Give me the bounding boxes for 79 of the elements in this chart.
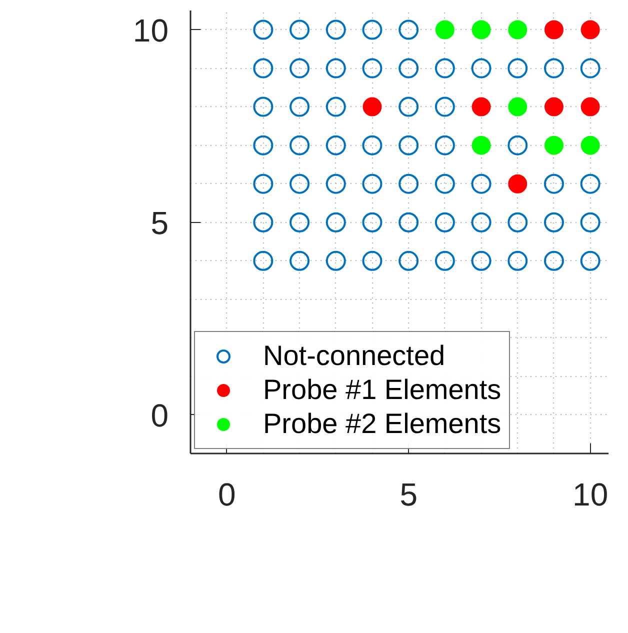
point: [290, 135, 310, 156]
y-tick-label: 0: [150, 397, 168, 434]
point: [544, 58, 564, 78]
y-tick-label: 5: [150, 204, 168, 241]
point: [434, 58, 455, 78]
point: [362, 20, 382, 40]
point: [253, 58, 274, 78]
point: [544, 136, 564, 155]
point: [362, 212, 382, 232]
point: [544, 20, 564, 40]
point: [362, 97, 382, 116]
point: [362, 174, 382, 194]
y-tick-label: 10: [132, 12, 168, 48]
point: [362, 250, 382, 271]
point: [508, 58, 528, 78]
point: [253, 250, 274, 271]
point: [544, 212, 564, 232]
point: [398, 135, 419, 156]
point: [290, 212, 310, 232]
point: [472, 136, 491, 155]
point: [508, 20, 528, 40]
point: [580, 136, 600, 155]
point: [580, 58, 600, 78]
point: [326, 20, 346, 40]
point: [326, 135, 346, 156]
point: [326, 250, 346, 271]
point: [471, 212, 492, 232]
point: [434, 212, 455, 232]
point: [398, 174, 419, 194]
point: [326, 58, 346, 78]
point: [398, 212, 419, 232]
point: [398, 58, 419, 78]
point: [434, 174, 455, 194]
point: [253, 20, 274, 40]
x-tick-label: 5: [400, 476, 418, 512]
point: [580, 97, 600, 116]
x-tick-label: 0: [218, 476, 236, 512]
point: [290, 58, 310, 78]
point: [544, 250, 564, 271]
point: [580, 250, 600, 271]
point: [253, 212, 274, 232]
point: [580, 20, 600, 40]
point: [326, 174, 346, 194]
point: [326, 212, 346, 232]
point: [290, 250, 310, 271]
point: [398, 96, 419, 117]
point: [472, 97, 491, 116]
point: [508, 135, 528, 156]
point: [544, 174, 564, 194]
point: [398, 250, 419, 271]
point: [580, 212, 600, 232]
point: [508, 97, 528, 116]
point: [290, 174, 310, 194]
point: [434, 135, 455, 156]
point: [472, 20, 491, 40]
point: [398, 20, 419, 40]
point: [471, 58, 492, 78]
point: [362, 58, 382, 78]
point: [253, 174, 274, 194]
point: [508, 174, 528, 194]
point: [508, 250, 528, 271]
point: [362, 135, 382, 156]
point: [326, 96, 346, 117]
point: [253, 96, 274, 117]
point: [434, 96, 455, 117]
legend-label: Probe #1 Elements: [263, 374, 502, 406]
point: [508, 212, 528, 232]
point: [253, 135, 274, 156]
legend-label: Not-connected: [263, 340, 446, 372]
point: [290, 96, 310, 117]
point: [435, 20, 454, 40]
point: [434, 250, 455, 271]
point: [290, 20, 310, 40]
point: [580, 174, 600, 194]
point: [544, 97, 564, 116]
point: [471, 250, 492, 271]
point: [471, 174, 492, 194]
x-tick-label: 10: [572, 476, 608, 512]
legend-label: Probe #2 Elements: [263, 408, 502, 440]
